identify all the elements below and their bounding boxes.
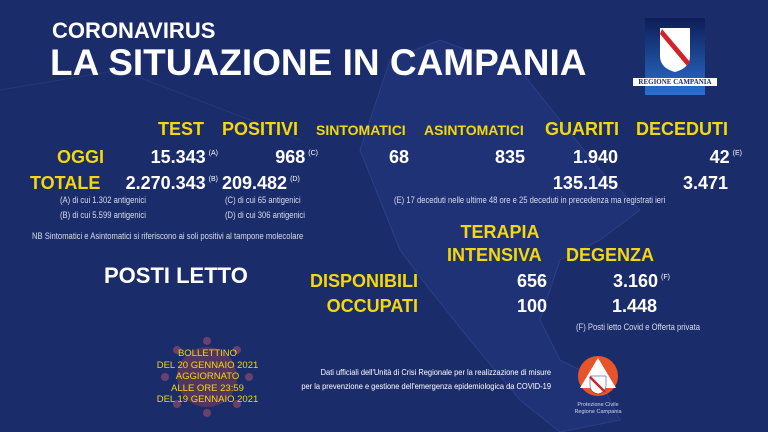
pc-logo-line1: Protezione Civile (577, 402, 619, 408)
virus-icon (161, 337, 253, 417)
col-guariti: GUARITI (545, 119, 619, 139)
header-subtitle: CORONAVIRUS (52, 18, 216, 43)
oggi-sintomatici: 68 (388, 147, 409, 167)
ti-occupati: 100 (516, 296, 547, 316)
col-asintomatici: ASINTOMATICI (424, 122, 524, 138)
bulletin-line1: BOLLETTINO (177, 348, 238, 359)
deg-occupati: 1.448 (612, 296, 658, 316)
totale-deceduti: 3.471 (682, 173, 728, 193)
row-label-occupati: OCCUPATI (326, 296, 418, 316)
ref-c: (C) (308, 150, 318, 157)
row-label-disponibili: DISPONIBILI (309, 271, 418, 291)
totale-guariti: 135.145 (552, 173, 618, 193)
ref-a: (A) (208, 150, 218, 157)
col-positivi: POSITIVI (222, 119, 299, 139)
oggi-positivi: 968 (C) (220, 147, 318, 168)
logo-text: REGIONE CAMPANIA (633, 78, 717, 86)
col-deceduti: DECEDUTI (636, 119, 729, 139)
footer-text: Dati ufficiali dell'Unità di Crisi Regio… (287, 365, 551, 393)
totale-positivi: 209.482 (D) (222, 173, 300, 194)
coat-of-arms-icon (660, 28, 690, 72)
oggi-guariti: 1.940 (572, 147, 618, 167)
note-b: (B) di cui 5.599 antigenici (60, 210, 146, 220)
oggi-deceduti-value: 42 (709, 147, 730, 167)
bulletin-date: DEL 20 GENNAIO 2021 (156, 359, 259, 371)
posti-letto-title: POSTI LETTO (104, 263, 248, 288)
protezione-civile-logo (578, 356, 618, 396)
bulletin-text: BOLLETTINO DEL 20 GENNAIO 2021 AGGIORNAT… (140, 348, 275, 406)
ref-b: (B) (208, 176, 218, 183)
footer-line2: per la prevenzione e gestione dell'emerg… (301, 381, 551, 391)
pc-logo-line2: Regione Campania (574, 408, 622, 415)
pc-logo-text: Protezione Civile Regione Campania (566, 402, 630, 415)
col-degenza: DEGENZA (566, 245, 655, 265)
col-terapia: TERAPIA (460, 222, 540, 242)
ref-d: (D) (290, 176, 300, 183)
col-intensiva: INTENSIVA (447, 245, 542, 265)
note-f: (F) Posti letto Covid e Offerta privata (576, 322, 701, 332)
regione-campania-logo: REGIONE CAMPANIA (633, 18, 717, 95)
bulletin-time: ALLE ORE 23:59 (171, 382, 244, 394)
totale-test-value: 2.270.343 (125, 173, 206, 193)
ref-f: (F) (661, 274, 670, 281)
page-title: LA SITUAZIONE IN CAMPANIA (50, 42, 587, 83)
note-c: (C) di cui 65 antigenici (225, 195, 301, 205)
bulletin-line3: AGGIORNATO (175, 371, 240, 382)
note-nb: NB Sintomatici e Asintomatici si riferis… (32, 231, 304, 241)
totale-test: 2.270.343 (B) (100, 173, 218, 194)
bulletin-update-date: DEL 19 GENNAIO 2021 (156, 394, 259, 405)
deg-disponibili-value: 3.160 (613, 271, 659, 291)
oggi-test-value: 15.343 (150, 147, 206, 167)
oggi-positivi-value: 968 (275, 147, 306, 167)
ref-e: (E) (732, 150, 742, 157)
row-label-totale: TOTALE (30, 173, 101, 193)
oggi-test: 15.343 (A) (100, 147, 218, 168)
note-a: (A) di cui 1.302 antigenici (60, 195, 146, 205)
footer-line1: Dati ufficiali dell'Unità di Crisi Regio… (320, 367, 551, 377)
col-sintomatici: SINTOMATICI (316, 122, 406, 138)
oggi-deceduti: 42 (E) (640, 147, 742, 168)
totale-positivi-value: 209.482 (222, 173, 288, 193)
row-label-oggi: OGGI (57, 147, 105, 167)
col-test: TEST (157, 119, 204, 139)
ti-disponibili: 656 (516, 271, 547, 291)
deg-disponibili: 3.160 (F) (613, 271, 670, 292)
note-e: (E) 17 deceduti nelle ultime 48 ore e 25… (394, 195, 666, 205)
note-d: (D) di cui 306 antigenici (225, 210, 305, 220)
oggi-asintomatici: 835 (494, 147, 525, 167)
